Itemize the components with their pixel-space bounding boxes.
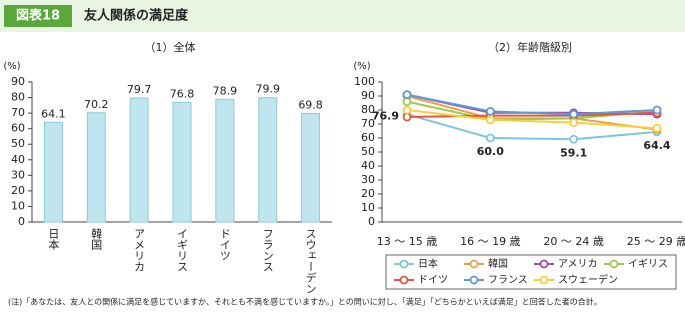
note: (注)「あなたは、友人との関係に満足を感じていますか、それとも不満を感じています…: [8, 297, 602, 307]
point: [652, 123, 662, 133]
legend-label: イギリス: [628, 258, 668, 270]
value-label: 64.1: [41, 107, 66, 120]
y-tick-label: 0: [368, 215, 375, 228]
point: [402, 112, 412, 122]
x-tick-label: イギリス: [176, 228, 189, 272]
legend-label: フランス: [488, 274, 528, 286]
bar: [86, 112, 106, 223]
y-axis-unit: (%): [353, 61, 370, 72]
value-label: 69.8: [298, 98, 323, 111]
x-tick-label: 16 ～ 19 歳: [460, 235, 520, 248]
y-tick-label: 30: [11, 168, 25, 181]
y-tick-label: 90: [11, 75, 25, 88]
y-tick-label: 100: [354, 75, 375, 88]
y-tick-label: 60: [11, 122, 25, 135]
x-tick-label: 25 ～ 29 歳: [627, 235, 685, 248]
value-label: 64.4: [643, 139, 670, 152]
y-tick-label: 80: [361, 103, 375, 116]
series-line: [406, 113, 658, 141]
header-label: 図表18: [16, 8, 60, 24]
value-label: 76.8: [170, 88, 195, 101]
point: [402, 105, 412, 115]
subtitle: （2）年齢階級別: [488, 40, 572, 54]
value-label: 79.7: [127, 83, 152, 96]
y-tick-label: 90: [361, 89, 375, 102]
bar: [301, 112, 321, 223]
point: [569, 118, 579, 127]
legend-marker: [539, 259, 549, 269]
y-tick-label: 10: [11, 199, 25, 212]
x-tick-label: スウェーデン: [304, 228, 317, 294]
legend-label: アメリカ: [558, 258, 598, 270]
header-band: [0, 0, 685, 32]
x-tick-label: 日本: [47, 228, 60, 251]
point: [652, 105, 662, 115]
legend-label: 韓国: [488, 258, 508, 270]
value-label: 70.2: [84, 98, 109, 111]
value-label: 76.9: [372, 109, 399, 122]
legend-marker: [399, 259, 409, 269]
point: [485, 107, 495, 116]
point: [402, 97, 412, 106]
y-tick-label: 20: [361, 187, 375, 200]
legend-label: 日本: [418, 257, 438, 270]
subtitle: （1）全体: [145, 40, 196, 54]
series-line: [406, 111, 658, 118]
point: [402, 90, 412, 99]
legend-marker: [469, 275, 479, 285]
legend-label: ドイツ: [418, 275, 448, 286]
value-label: 79.9: [255, 83, 280, 96]
header-title: 友人関係の満足度: [84, 8, 189, 24]
bar: [129, 97, 149, 223]
x-tick-label: アメリカ: [133, 228, 146, 272]
y-tick-label: 70: [11, 106, 25, 119]
legend-marker: [469, 259, 479, 269]
value-label: 59.1: [560, 146, 587, 159]
x-tick-label: ドイツ: [218, 228, 231, 261]
legend-marker: [609, 259, 619, 269]
y-tick-label: 50: [11, 137, 25, 150]
legend-marker: [399, 275, 409, 285]
y-tick-label: 60: [361, 131, 375, 144]
bar: [215, 98, 235, 223]
bar: [172, 102, 192, 223]
x-tick-label: 13 ～ 15 歳: [377, 235, 437, 248]
point: [485, 115, 495, 125]
y-tick-label: 50: [361, 145, 375, 158]
x-tick-label: 韓国: [90, 228, 103, 251]
series-line: [406, 93, 658, 116]
value-label: 60.0: [477, 145, 504, 158]
y-axis-unit: (%): [3, 61, 20, 72]
legend-label: スウェーデン: [558, 273, 618, 286]
bar: [258, 97, 278, 223]
y-tick-label: 70: [361, 117, 375, 130]
y-tick-label: 0: [18, 215, 25, 228]
y-tick-label: 40: [361, 159, 375, 172]
series-line: [406, 109, 658, 130]
legend-marker: [539, 275, 549, 285]
header-badge: [4, 5, 72, 27]
point: [485, 133, 495, 143]
y-tick-label: 80: [11, 91, 25, 104]
point: [569, 109, 579, 119]
legend-box: [385, 254, 677, 290]
bar: [43, 121, 63, 223]
x-tick-label: 20 ～ 24 歳: [543, 235, 603, 248]
y-tick-label: 20: [11, 184, 25, 197]
point: [569, 134, 579, 144]
y-tick-label: 30: [361, 173, 375, 186]
y-tick-label: 10: [361, 201, 375, 214]
y-tick-label: 40: [11, 153, 25, 166]
x-tick-label: フランス: [261, 228, 274, 272]
value-label: 78.9: [213, 84, 238, 97]
